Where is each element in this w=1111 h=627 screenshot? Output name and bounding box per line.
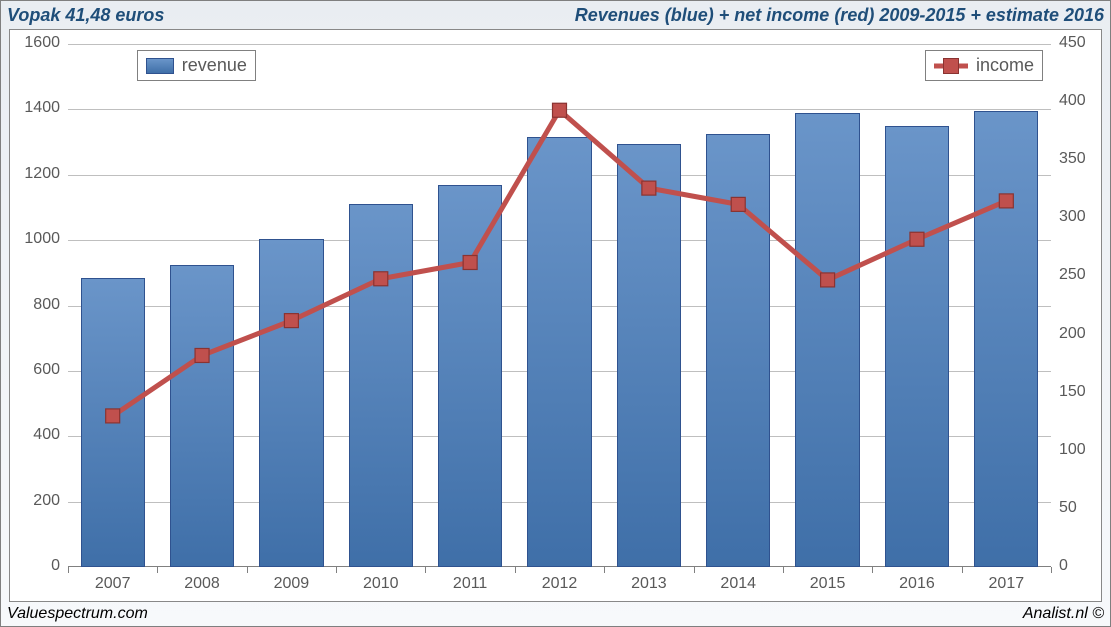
chart-container: Vopak 41,48 euros Revenues (blue) + net … (0, 0, 1111, 627)
x-tick (872, 567, 873, 573)
y-left-tick-label: 1400 (12, 99, 60, 117)
footer-right: Analist.nl © (1023, 605, 1104, 623)
legend-revenue: revenue (137, 50, 256, 81)
legend-income-swatch-icon (934, 59, 968, 73)
legend-revenue-label: revenue (182, 55, 247, 76)
y-right-tick-label: 350 (1059, 150, 1086, 168)
x-tick (604, 567, 605, 573)
x-tick (515, 567, 516, 573)
footer-left: Valuespectrum.com (7, 605, 148, 623)
header: Vopak 41,48 euros Revenues (blue) + net … (7, 3, 1104, 27)
x-tick (157, 567, 158, 573)
y-right-tick-label: 0 (1059, 557, 1068, 575)
legend-income-label: income (976, 55, 1034, 76)
x-tick-label: 2014 (720, 575, 756, 593)
footer: Valuespectrum.com Analist.nl © (7, 604, 1104, 624)
y-right-tick-label: 300 (1059, 208, 1086, 226)
y-left-tick-label: 400 (12, 426, 60, 444)
y-left-tick-label: 1200 (12, 165, 60, 183)
x-tick (247, 567, 248, 573)
x-tick-label: 2013 (631, 575, 667, 593)
legend-revenue-swatch-icon (146, 58, 174, 74)
x-tick (425, 567, 426, 573)
x-tick (336, 567, 337, 573)
x-tick-label: 2007 (95, 575, 131, 593)
plot-area-frame: revenue income 0200400600800100012001400… (9, 29, 1102, 602)
x-tick-label: 2012 (542, 575, 578, 593)
x-tick-label: 2008 (184, 575, 220, 593)
y-left-tick-label: 200 (12, 492, 60, 510)
header-title-right: Revenues (blue) + net income (red) 2009-… (575, 5, 1104, 26)
x-tick-label: 2010 (363, 575, 399, 593)
y-left-tick-label: 600 (12, 361, 60, 379)
x-tick (694, 567, 695, 573)
y-right-tick-label: 50 (1059, 499, 1077, 517)
x-tick-label: 2016 (899, 575, 935, 593)
x-tick (783, 567, 784, 573)
x-tick (1051, 567, 1052, 573)
y-right-tick-label: 200 (1059, 325, 1086, 343)
header-title-left: Vopak 41,48 euros (7, 5, 164, 26)
x-tick-label: 2015 (810, 575, 846, 593)
legends-layer: revenue income (68, 44, 1051, 567)
y-left-tick-label: 1000 (12, 230, 60, 248)
x-tick (962, 567, 963, 573)
y-left-tick-label: 1600 (12, 34, 60, 52)
y-right-tick-label: 150 (1059, 383, 1086, 401)
plot-area: revenue income 0200400600800100012001400… (68, 44, 1051, 567)
y-right-tick-label: 450 (1059, 34, 1086, 52)
y-right-tick-label: 400 (1059, 92, 1086, 110)
legend-income: income (925, 50, 1043, 81)
x-tick-label: 2017 (989, 575, 1025, 593)
x-tick (68, 567, 69, 573)
x-tick-label: 2011 (453, 575, 487, 593)
x-tick-label: 2009 (274, 575, 310, 593)
y-left-tick-label: 800 (12, 296, 60, 314)
y-left-tick-label: 0 (12, 557, 60, 575)
y-right-tick-label: 100 (1059, 441, 1086, 459)
y-right-tick-label: 250 (1059, 266, 1086, 284)
